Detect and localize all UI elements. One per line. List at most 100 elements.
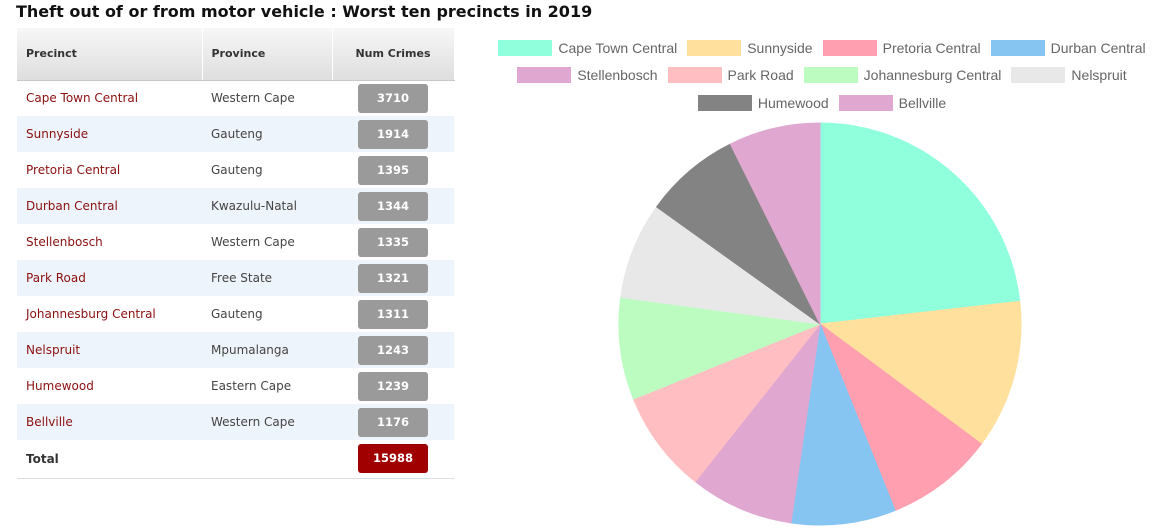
legend-row: Humewood Bellville	[470, 89, 1174, 117]
legend-label: Johannesburg Central	[863, 67, 1002, 84]
total-label: Total	[17, 440, 202, 479]
precinct-cell[interactable]: Nelspruit	[17, 332, 202, 368]
num-crimes-badge: 1243	[358, 335, 428, 365]
num-cell: 1243	[332, 332, 454, 368]
legend-item[interactable]: Cape Town Central	[498, 39, 678, 56]
precinct-cell[interactable]: Park Road	[17, 260, 202, 296]
province-cell: Kwazulu-Natal	[202, 188, 332, 224]
num-crimes-badge: 1321	[358, 263, 428, 293]
pie-slice-bellville[interactable]	[729, 122, 821, 325]
legend-swatch	[803, 67, 858, 84]
province-cell: Gauteng	[202, 116, 332, 152]
legend-label: Humewood	[757, 94, 829, 111]
precinct-cell[interactable]: Pretoria Central	[17, 152, 202, 188]
table-row: Durban Central Kwazulu-Natal 1344	[17, 188, 454, 224]
legend-swatch	[687, 39, 742, 56]
legend-swatch	[1011, 67, 1066, 84]
table-row: Nelspruit Mpumalanga 1243	[17, 332, 454, 368]
num-cell: 1239	[332, 368, 454, 404]
province-cell: Mpumalanga	[202, 332, 332, 368]
legend-item[interactable]: Nelspruit	[1011, 67, 1127, 84]
total-empty-cell	[202, 440, 332, 479]
legend-swatch	[517, 67, 572, 84]
total-badge: 15988	[358, 444, 428, 474]
pie-slice-park-road[interactable]	[632, 322, 822, 483]
num-cell: 1311	[332, 296, 454, 332]
num-cell: 1176	[332, 404, 454, 440]
legend-swatch	[697, 94, 752, 111]
province-cell: Gauteng	[202, 296, 332, 332]
province-cell: Gauteng	[202, 152, 332, 188]
header-num-crimes[interactable]: Num Crimes	[332, 28, 455, 81]
legend-swatch	[990, 39, 1045, 56]
table-row: Johannesburg Central Gauteng 1311	[17, 296, 454, 332]
num-cell: 1321	[332, 260, 454, 296]
header-province[interactable]: Province	[202, 28, 333, 81]
pie-slice-cape-town-central[interactable]	[819, 122, 1021, 325]
crime-table: Precinct Province Num Crimes Cape Town C…	[17, 28, 455, 479]
legend-label: Pretoria Central	[882, 39, 981, 56]
table-row: Humewood Eastern Cape 1239	[17, 368, 454, 404]
pie-slice-johannesburg-central[interactable]	[618, 296, 822, 400]
num-crimes-badge: 3710	[358, 83, 428, 113]
legend-swatch	[667, 67, 722, 84]
legend-label: Cape Town Central	[558, 39, 678, 56]
total-num-cell: 15988	[332, 440, 454, 479]
pie-slice-humewood[interactable]	[655, 143, 821, 325]
legend-label: Park Road	[727, 67, 794, 84]
legend-swatch	[498, 39, 553, 56]
num-crimes-badge: 1311	[358, 299, 428, 329]
legend-label: Sunnyside	[747, 39, 813, 56]
table-row: Sunnyside Gauteng 1914	[17, 116, 454, 152]
legend-item[interactable]: Humewood	[697, 94, 829, 111]
province-cell: Eastern Cape	[202, 368, 332, 404]
chart-legend: Cape Town Central Sunnyside Pretoria Centr…	[470, 34, 1174, 117]
pie-slice-pretoria-central[interactable]	[818, 322, 982, 512]
legend-label: Nelspruit	[1071, 67, 1127, 84]
num-cell: 3710	[332, 80, 454, 116]
table-row: Cape Town Central Western Cape 3710	[17, 80, 454, 116]
legend-item[interactable]: Park Road	[667, 67, 794, 84]
header-precinct[interactable]: Precinct	[17, 28, 203, 81]
table-row: Park Road Free State 1321	[17, 260, 454, 296]
crime-table-container: Precinct Province Num Crimes Cape Town C…	[17, 28, 455, 479]
total-row: Total 15988	[17, 440, 454, 479]
precinct-cell[interactable]: Durban Central	[17, 188, 202, 224]
precinct-cell[interactable]: Sunnyside	[17, 116, 202, 152]
legend-label: Stellenbosch	[577, 67, 658, 84]
legend-row: Stellenbosch Park Road Johannesburg Centra…	[470, 62, 1174, 90]
pie-slice-sunnyside[interactable]	[818, 300, 1022, 445]
legend-item[interactable]: Bellville	[838, 94, 947, 111]
legend-swatch	[838, 94, 893, 111]
precinct-cell[interactable]: Johannesburg Central	[17, 296, 202, 332]
legend-row: Cape Town Central Sunnyside Pretoria Centr…	[470, 34, 1174, 62]
precinct-cell[interactable]: Cape Town Central	[17, 80, 202, 116]
num-cell: 1344	[332, 188, 454, 224]
pie-chart	[618, 122, 1022, 526]
precinct-cell[interactable]: Humewood	[17, 368, 202, 404]
num-crimes-badge: 1335	[358, 227, 428, 257]
table-header-row: Precinct Province Num Crimes	[17, 28, 455, 81]
legend-item[interactable]: Durban Central	[990, 39, 1146, 56]
num-crimes-badge: 1239	[358, 371, 428, 401]
num-cell: 1335	[332, 224, 454, 260]
pie-slice-nelspruit[interactable]	[620, 206, 821, 325]
province-cell: Western Cape	[202, 80, 332, 116]
legend-item[interactable]: Pretoria Central	[822, 39, 981, 56]
table-row: Stellenbosch Western Cape 1335	[17, 224, 454, 260]
province-cell: Free State	[202, 260, 332, 296]
legend-item[interactable]: Sunnyside	[687, 39, 813, 56]
legend-label: Durban Central	[1050, 39, 1146, 56]
num-crimes-badge: 1395	[358, 155, 428, 185]
legend-label: Bellville	[898, 94, 947, 111]
precinct-cell[interactable]: Stellenbosch	[17, 224, 202, 260]
legend-item[interactable]: Stellenbosch	[517, 67, 658, 84]
legend-swatch	[822, 39, 877, 56]
province-cell: Western Cape	[202, 224, 332, 260]
pie-slice-durban-central[interactable]	[790, 322, 896, 526]
pie-slice-stellenbosch[interactable]	[694, 322, 821, 524]
table-row: Pretoria Central Gauteng 1395	[17, 152, 454, 188]
legend-item[interactable]: Johannesburg Central	[803, 67, 1002, 84]
precinct-cell[interactable]: Bellville	[17, 404, 202, 440]
num-cell: 1914	[332, 116, 454, 152]
